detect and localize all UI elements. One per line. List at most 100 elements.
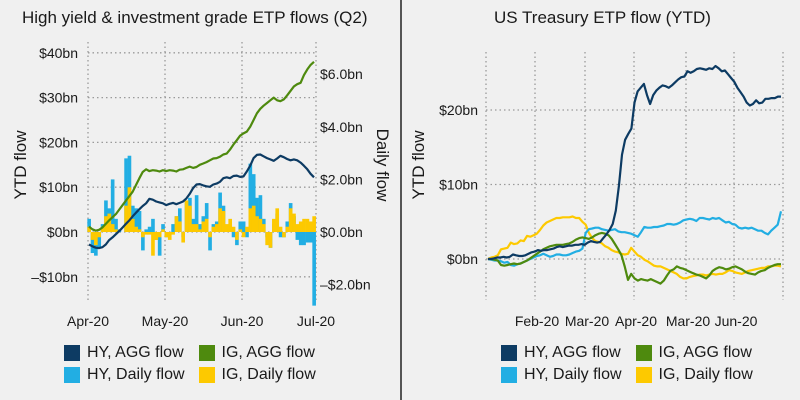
bar-ig-daily-flow	[278, 226, 283, 232]
bar-ig-daily-flow	[268, 232, 273, 248]
bar-ig-daily-flow	[110, 224, 115, 232]
bar-hy-daily-flow	[241, 221, 246, 232]
bar-hy-daily-flow	[255, 197, 259, 232]
y-axis-label: YTD flow	[11, 130, 30, 200]
bar-ig-daily-flow	[97, 232, 102, 238]
legend-label: IG, Daily flow	[221, 366, 316, 383]
bar-hy-daily-flow	[178, 208, 182, 232]
bar-hy-daily-flow	[171, 224, 175, 232]
bar-ig-daily-flow	[191, 224, 196, 232]
bar-hy-daily-flow	[198, 224, 202, 232]
bar-ig-daily-flow	[295, 224, 300, 232]
bar-ig-daily-flow	[134, 226, 138, 232]
legend-swatch-ig-agg	[635, 345, 652, 361]
bar-ig-daily-flow	[241, 232, 246, 238]
bar-ig-daily-flow	[130, 218, 135, 232]
bar-hy-daily-flow	[302, 232, 306, 246]
bar-hy-daily-flow	[161, 224, 165, 232]
panel-divider	[400, 0, 402, 400]
bar-ig-daily-flow	[171, 232, 175, 235]
legend-swatch-hy-agg	[501, 345, 517, 361]
bar-ig-daily-flow	[221, 210, 226, 232]
chart-title: High yield & investment grade ETP flows …	[22, 8, 368, 27]
bar-ig-daily-flow	[272, 218, 276, 232]
treasury-flows-chart-panel: US Treasury ETP flow (YTD) HY, AGG flow …	[401, 0, 800, 400]
bar-ig-daily-flow	[174, 216, 179, 232]
bar-ig-daily-flow	[144, 232, 149, 235]
bar-ig-daily-flow	[164, 232, 169, 238]
bar-hy-daily-flow	[134, 208, 138, 232]
bar-hy-daily-flow	[194, 195, 199, 232]
bar-ig-daily-flow	[161, 229, 165, 232]
bar-ig-daily-flow	[225, 224, 229, 232]
bar-hy-daily-flow	[151, 218, 155, 232]
bar-ig-daily-flow	[211, 226, 216, 232]
bar-hy-daily-flow	[251, 174, 256, 232]
bar-ig-daily-flow	[302, 218, 306, 232]
bar-ig-daily-flow	[218, 208, 222, 232]
bar-hy-daily-flow	[147, 226, 152, 232]
bar-ig-daily-flow	[154, 232, 159, 240]
bar-hy-daily-flow	[90, 232, 95, 254]
bar-hy-daily-flow	[204, 203, 209, 232]
bar-ig-daily-flow	[184, 200, 189, 232]
bar-hy-daily-flow	[305, 232, 310, 243]
bar-hy-daily-flow	[298, 232, 303, 246]
bar-ig-daily-flow	[228, 218, 233, 232]
bar-hy-daily-flow	[258, 195, 263, 232]
legend-item-hy-daily: HY, Daily flow	[64, 366, 185, 384]
legend-item-hy-agg: HY, AGG flow	[64, 344, 185, 362]
bar-ig-daily-flow	[90, 232, 95, 240]
bar-ig-daily-flow	[151, 232, 155, 256]
x-tick-label: Jul-20	[297, 313, 335, 329]
bar-ig-daily-flow	[288, 208, 293, 232]
legend-label: IG, Daily flow	[658, 366, 753, 383]
bar-ig-daily-flow	[255, 216, 259, 232]
bar-hy-daily-flow	[87, 218, 91, 232]
bar-ig-daily-flow	[208, 232, 212, 238]
bar-ig-daily-flow	[298, 221, 303, 232]
bar-ig-daily-flow	[147, 232, 152, 235]
bar-ig-daily-flow	[238, 229, 243, 232]
bar-ig-daily-flow	[124, 205, 128, 232]
bar-hy-daily-flow	[278, 232, 283, 238]
legend-label: HY, Daily flow	[87, 366, 185, 383]
y-tick-label: $30bn	[39, 90, 78, 106]
bar-ig-daily-flow	[275, 208, 280, 232]
bar-ig-daily-flow	[114, 229, 118, 232]
bar-hy-daily-flow	[285, 221, 290, 232]
legend-label: HY, AGG flow	[524, 344, 621, 361]
bar-ig-daily-flow	[282, 232, 286, 238]
bar-ig-daily-flow	[305, 218, 310, 232]
legend-swatch-ig-agg	[198, 345, 215, 361]
bar-hy-daily-flow	[141, 232, 145, 251]
bar-hy-daily-flow	[295, 232, 300, 240]
bar-ig-daily-flow	[312, 216, 316, 232]
legend-swatch-hy-agg	[64, 345, 80, 361]
hy-ig-flows-chart: $40bn $30bn $20bn $10bn $0bn –$10bn Apr-20 May-…	[11, 42, 392, 329]
bar-hy-daily-flow	[231, 232, 236, 238]
legend-label: IG, AGG flow	[221, 344, 315, 361]
y-tick-label: $10bn	[39, 179, 78, 195]
y2-tick-label: –$2.0bn	[320, 277, 371, 293]
bar-ig-daily-flow	[308, 221, 313, 232]
bar-ig-daily-flow	[137, 229, 142, 232]
legend-swatch-ig-daily	[635, 367, 652, 383]
bar-ig-daily-flow	[214, 224, 219, 232]
legend-label: HY, AGG flow	[87, 344, 184, 361]
bar-hy-daily-flow	[137, 210, 142, 232]
bar-hy-daily-flow	[308, 232, 313, 243]
y-tick-label: $20bn	[39, 134, 78, 150]
y2-tick-label: $4.0bn	[320, 119, 363, 135]
bar-ig-daily-flow	[261, 224, 266, 232]
line-hy-agg-flow	[88, 153, 315, 250]
bar-ig-daily-flow	[231, 226, 236, 232]
legend-swatch-hy-daily	[64, 367, 80, 383]
bar-ig-daily-flow	[194, 224, 199, 232]
bar-ig-daily-flow	[258, 218, 263, 232]
bar-hy-daily-flow	[144, 229, 149, 232]
x-tick-label: Jun-20	[221, 313, 264, 329]
bar-ig-daily-flow	[178, 221, 182, 232]
bar-hy-daily-flow	[208, 232, 212, 251]
bar-ig-daily-flow	[181, 232, 185, 243]
